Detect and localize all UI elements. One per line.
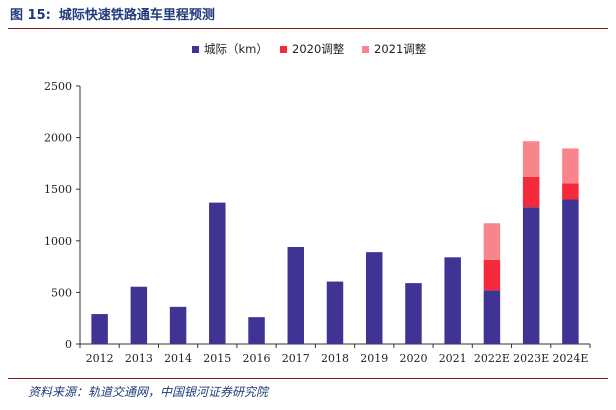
x-tick-label: 2019 — [360, 352, 388, 365]
bar-segment-series-1 — [248, 317, 265, 344]
x-tick-label: 2022E — [474, 352, 510, 365]
x-tick-label: 2020 — [399, 352, 427, 365]
title-divider — [8, 28, 608, 29]
bar-segment-series-1 — [91, 314, 108, 344]
bar-segment-series-3 — [483, 223, 501, 260]
x-tick-label: 2018 — [321, 352, 349, 365]
x-tick-label: 2021 — [439, 352, 467, 365]
chart-legend: 城际（km） 2020调整 2021调整 — [192, 42, 427, 56]
y-tick-label: 0 — [65, 338, 72, 351]
y-tick-label: 2500 — [44, 80, 72, 93]
bar-segment-series-1 — [365, 252, 383, 344]
y-tick-label: 2000 — [44, 132, 72, 145]
legend-swatch — [192, 46, 199, 53]
y-axis: 0 500 1000 1500 2000 2500 — [44, 80, 81, 351]
bar-segment-series-1 — [444, 257, 461, 344]
bar-segment-series-1 — [405, 283, 422, 344]
bar-segment-series-2 — [562, 183, 579, 200]
x-tick-label: 2013 — [125, 352, 153, 365]
x-tick-label: 2012 — [86, 352, 114, 365]
x-tick-label: 2015 — [203, 352, 231, 365]
legend-label: 2021调整 — [374, 42, 427, 56]
x-tick-label: 2023E — [513, 352, 549, 365]
x-tick-label: 2017 — [282, 352, 310, 365]
bar-segment-series-2 — [522, 176, 540, 208]
figure-label: 图 15: — [10, 8, 51, 23]
bar-segment-series-1 — [209, 202, 226, 344]
x-axis: 2012 2013 2014 2015 2016 2017 2018 2019 2020 2021… — [79, 343, 591, 365]
bar-segment-series-3 — [562, 148, 579, 184]
bar-segment-series-1 — [326, 281, 344, 344]
bar-chart: 城际（km） 2020调整 2021调整 05001000150020002500 … — [44, 42, 591, 365]
bar-segment-series-3 — [522, 141, 540, 177]
bar-segment-series-1 — [562, 199, 579, 344]
figure-title: 图 15: 城际快速铁路通车里程预测 — [10, 5, 610, 27]
source-note: 资料来源：轨道交通网，中国银河证券研究院 — [28, 385, 269, 399]
legend-label: 城际（km） — [204, 42, 268, 56]
bar-segment-series-1 — [287, 246, 305, 344]
x-tick-label: 2016 — [243, 352, 271, 365]
bar-segment-series-1 — [169, 306, 187, 344]
bar-segment-series-2 — [483, 259, 501, 291]
y-tick-label: 1500 — [44, 183, 72, 196]
legend-swatch — [362, 46, 369, 53]
source-divider — [8, 378, 608, 379]
legend-swatch — [280, 46, 287, 53]
x-tick-label: 2024E — [552, 352, 588, 365]
y-tick-label: 500 — [51, 286, 72, 299]
legend-label: 2020调整 — [292, 42, 345, 56]
bar-segment-series-1 — [483, 290, 501, 344]
y-tick-label: 1000 — [44, 235, 72, 248]
bar-segment-series-1 — [130, 286, 148, 344]
x-tick-label: 2014 — [164, 352, 192, 365]
bars — [91, 141, 579, 344]
figure-title-text: 城际快速铁路通车里程预测 — [58, 8, 215, 23]
bar-segment-series-1 — [522, 207, 540, 344]
